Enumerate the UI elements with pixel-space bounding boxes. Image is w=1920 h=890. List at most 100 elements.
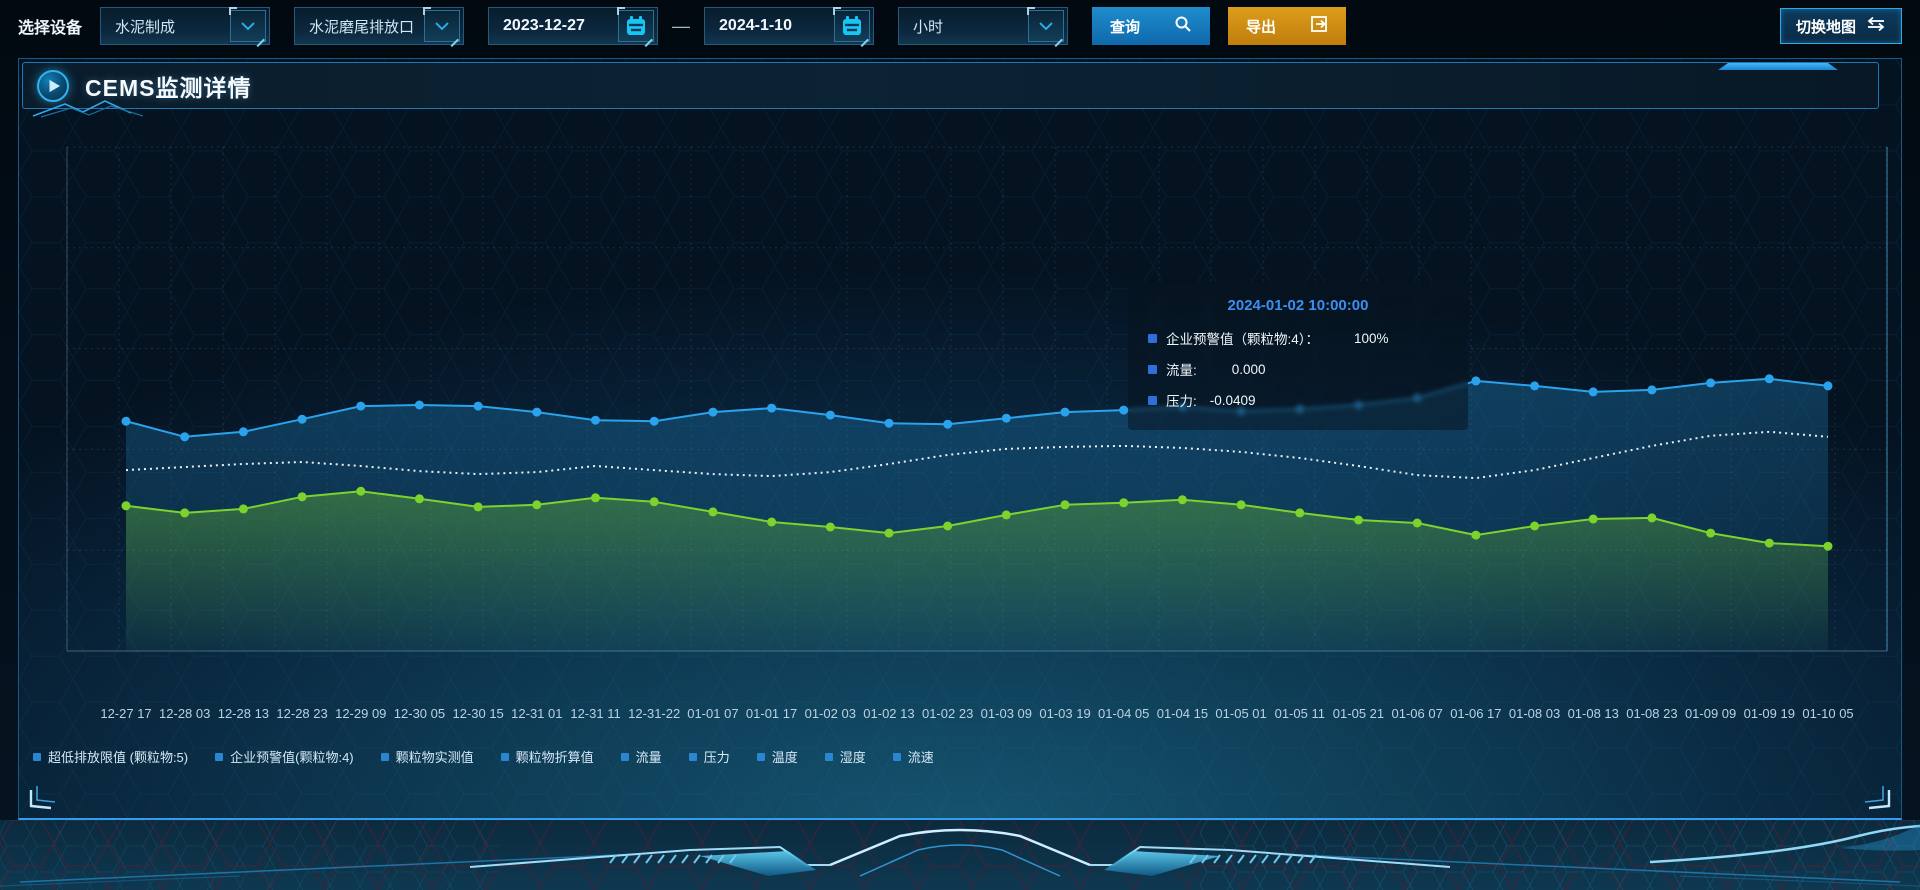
tooltip-item-value: 100% (1354, 330, 1389, 346)
data-point[interactable] (297, 414, 307, 424)
legend-item[interactable]: 颗粒物折算值 (500, 747, 594, 766)
chevron-down-icon[interactable] (229, 7, 267, 42)
data-point[interactable] (1471, 530, 1481, 540)
data-point[interactable] (1647, 385, 1657, 395)
legend-item[interactable]: 流量 (620, 747, 662, 766)
data-point[interactable] (1177, 495, 1187, 505)
zigzag-decoration (32, 100, 144, 118)
toolbar: 选择设备 水泥制成 水泥磨尾排放口 2023-12-27 (18, 6, 1902, 46)
series-marker-icon (1148, 333, 1157, 343)
tooltip-item-value: 0.000 (1231, 361, 1266, 377)
export-button[interactable]: 导出 (1228, 7, 1347, 45)
legend-marker-icon (500, 752, 509, 761)
data-point[interactable] (1236, 500, 1246, 510)
chevron-down-icon[interactable] (1027, 7, 1065, 42)
x-axis-tick-label: 01-09 19 (1743, 706, 1795, 721)
data-point[interactable] (1764, 374, 1774, 384)
data-point[interactable] (238, 504, 248, 514)
interval-select[interactable]: 小时 (898, 7, 1069, 45)
data-point[interactable] (532, 407, 542, 417)
x-axis-tick-label: 01-05 21 (1332, 706, 1385, 721)
x-axis-tick-label: 01-02 13 (863, 706, 915, 721)
search-icon (1174, 15, 1192, 37)
data-point[interactable] (825, 522, 835, 532)
data-point[interactable] (1412, 518, 1422, 528)
data-point[interactable] (1764, 538, 1774, 548)
calendar-icon[interactable] (833, 7, 871, 42)
legend-item[interactable]: 温度 (756, 747, 798, 766)
calendar-icon[interactable] (617, 7, 655, 42)
data-point[interactable] (414, 494, 424, 504)
data-point[interactable] (1001, 413, 1011, 423)
data-point[interactable] (1060, 407, 1070, 417)
data-point[interactable] (591, 415, 600, 425)
legend-item[interactable]: 压力 (688, 747, 730, 766)
data-point[interactable] (1060, 500, 1070, 510)
device-select[interactable]: 水泥制成 (100, 7, 271, 45)
data-point[interactable] (1823, 381, 1833, 391)
data-point[interactable] (825, 410, 835, 420)
legend-item-label: 压力 (703, 750, 730, 765)
data-point[interactable] (1119, 498, 1129, 508)
data-point[interactable] (649, 416, 659, 426)
end-date-input[interactable]: 2024-1-10 (704, 7, 875, 45)
data-point[interactable] (649, 497, 659, 507)
data-point[interactable] (1295, 508, 1305, 518)
data-point[interactable] (1706, 378, 1716, 388)
data-point[interactable] (708, 507, 718, 517)
x-axis-tick-label: 01-06 07 (1391, 706, 1443, 721)
panel-header: CEMS监测详情 (22, 62, 1879, 118)
data-point[interactable] (180, 432, 190, 442)
data-point[interactable] (532, 500, 542, 510)
legend-item[interactable]: 企业预警值(颗粒物:4) (215, 747, 354, 766)
data-point[interactable] (767, 403, 777, 413)
chevron-down-icon[interactable] (423, 7, 461, 42)
data-point[interactable] (1647, 513, 1657, 523)
data-point[interactable] (414, 400, 424, 410)
legend-item[interactable]: 湿度 (824, 747, 866, 766)
outlet-select[interactable]: 水泥磨尾排放口 (294, 7, 465, 45)
data-point[interactable] (943, 419, 953, 429)
x-axis-tick-label: 01-05 01 (1215, 706, 1267, 721)
series-marker-icon (1148, 395, 1157, 405)
data-point[interactable] (473, 401, 483, 411)
legend-item[interactable]: 超低排放限值 (颗粒物:5) (33, 747, 188, 766)
data-point[interactable] (1119, 405, 1129, 415)
data-point[interactable] (238, 427, 248, 437)
switch-map-button[interactable]: 切换地图 (1780, 8, 1902, 44)
data-point[interactable] (1471, 376, 1481, 386)
data-point[interactable] (1823, 541, 1833, 551)
x-axis-tick-label: 01-06 17 (1450, 706, 1502, 721)
legend-item[interactable]: 流速 (892, 747, 934, 766)
data-point[interactable] (591, 493, 600, 503)
data-point[interactable] (767, 517, 777, 527)
chart-plot-area[interactable] (19, 59, 1901, 819)
query-button-label: 查询 (1110, 18, 1141, 36)
data-point[interactable] (1530, 521, 1540, 531)
data-point[interactable] (1354, 515, 1363, 525)
data-point[interactable] (884, 418, 894, 428)
data-point[interactable] (884, 528, 894, 538)
data-point[interactable] (708, 407, 718, 417)
data-point[interactable] (297, 492, 307, 502)
data-point[interactable] (356, 401, 366, 411)
data-point[interactable] (121, 501, 131, 511)
x-axis-tick-label: 01-09 09 (1684, 706, 1737, 721)
legend-item[interactable]: 颗粒物实测值 (380, 747, 474, 766)
data-point[interactable] (943, 521, 953, 531)
start-date-input[interactable]: 2023-12-27 (488, 7, 659, 45)
data-point[interactable] (180, 508, 190, 518)
legend-item-label: 颗粒物实测值 (395, 750, 474, 765)
data-point[interactable] (356, 486, 366, 496)
data-point[interactable] (1588, 387, 1598, 397)
x-axis-tick-label: 12-28 03 (159, 706, 211, 721)
data-point[interactable] (1706, 528, 1716, 538)
device-select-value: 水泥制成 (115, 18, 176, 36)
data-point[interactable] (121, 416, 131, 426)
data-point[interactable] (1001, 510, 1011, 520)
data-point[interactable] (1530, 381, 1540, 391)
query-button[interactable]: 查询 (1092, 7, 1211, 45)
tooltip-item-value: -0.0409 (1209, 392, 1256, 408)
data-point[interactable] (1588, 514, 1598, 524)
data-point[interactable] (473, 502, 483, 512)
